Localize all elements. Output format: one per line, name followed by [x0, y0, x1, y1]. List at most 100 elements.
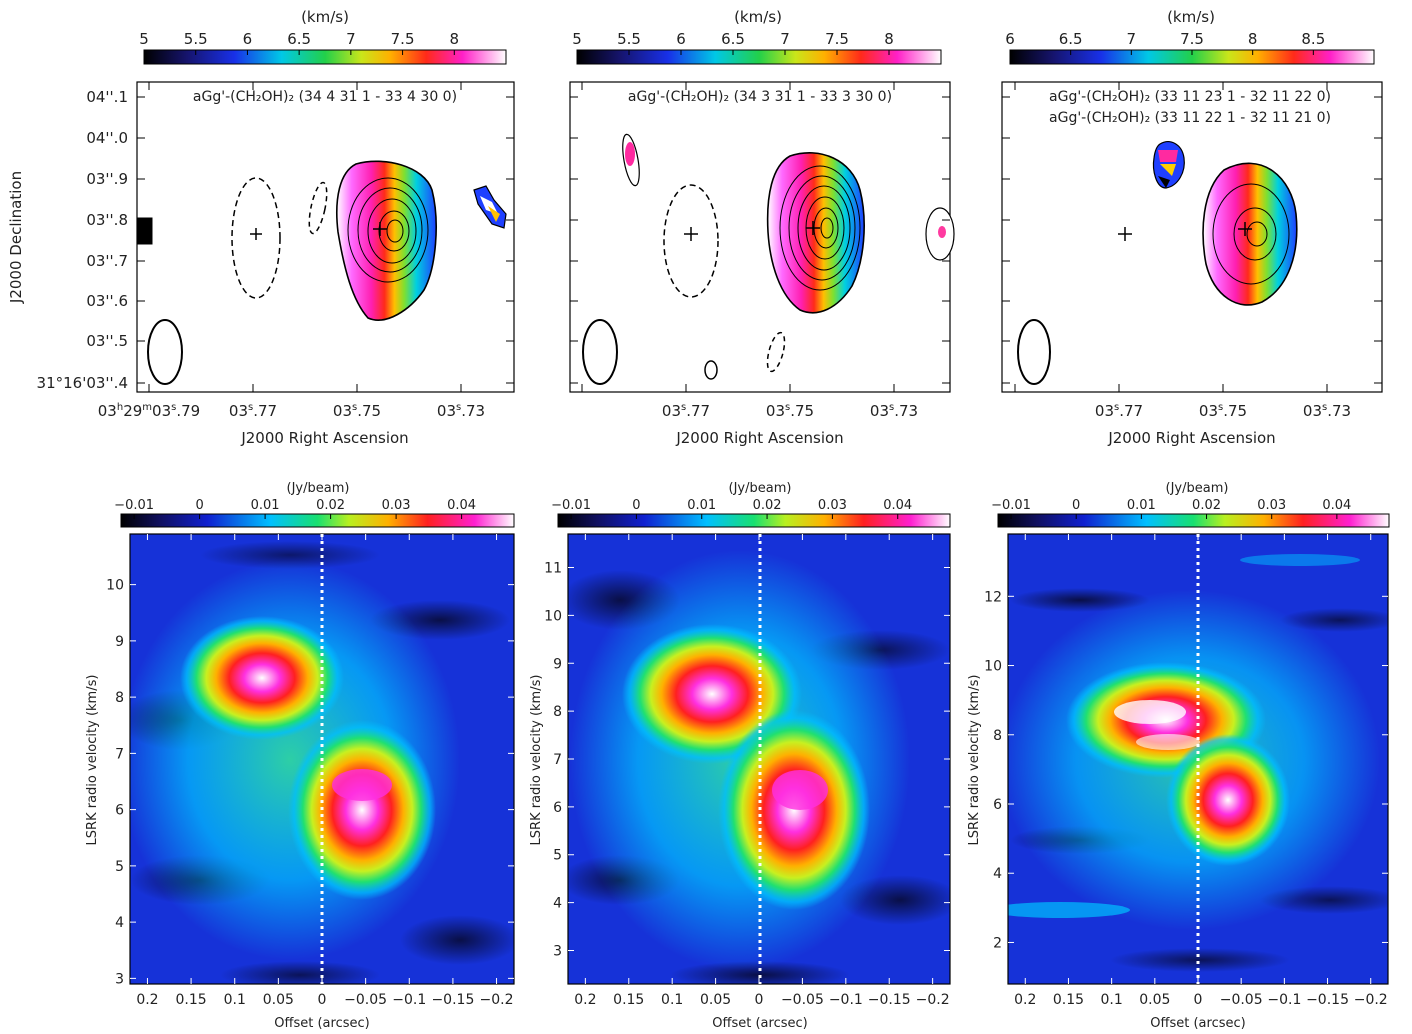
colorbar-tick-label: −0.01: [114, 498, 154, 513]
x-axis-label: J2000 Right Ascension: [240, 429, 408, 447]
velocity-map-top-middle: aGg'-(CH₂OH)₂ (34 3 31 1 - 33 3 30 0): [582, 89, 955, 385]
intensity-colorbar: [997, 513, 1390, 528]
colorbar-tick-label: 6: [243, 30, 253, 48]
beam-ellipse: [147, 319, 183, 385]
colorbar-tick-label: 0: [195, 498, 203, 513]
x-axis-label: J2000 Right Ascension: [1107, 429, 1275, 447]
negative-contour: [231, 177, 281, 299]
emission-core: [336, 160, 437, 321]
y-tick-label: 6: [115, 803, 124, 819]
y-tick-label: 5: [115, 859, 124, 875]
colorbar-tick-label: 7.5: [391, 30, 415, 48]
x-tick-label: −0.2: [480, 992, 514, 1008]
x-tick-label: −0.1: [829, 992, 863, 1008]
contour: [788, 175, 856, 281]
velocity-map-top-left: aGg'-(CH₂OH)₂ (34 4 31 1 - 33 4 30 0): [137, 89, 507, 385]
colorbar-tick-label: 6.5: [1059, 30, 1083, 48]
y-tick-label: 5: [553, 848, 562, 864]
x-axis-label: Offset (arcsec): [274, 1016, 369, 1031]
velocity-colorbar: [576, 49, 942, 65]
colorbar-tick-label: 0: [632, 498, 640, 513]
x-tick-label: −0.2: [1354, 992, 1388, 1008]
colorbar-tick-label: 5: [139, 30, 149, 48]
y-tick-label: 04''.1: [86, 88, 128, 106]
x-axis-label: J2000 Right Ascension: [675, 429, 843, 447]
colorbar-unit-label: (km/s): [1167, 8, 1215, 26]
y-tick-label: 4: [993, 866, 1002, 882]
x-tick-label: 0: [318, 992, 327, 1008]
x-tick-label: −0.15: [1306, 992, 1349, 1008]
y-tick-label: 7: [115, 746, 124, 762]
contour: [1212, 183, 1290, 285]
negative-contour: [766, 331, 786, 373]
y-tick-label: 03''.5: [86, 332, 128, 350]
x-tick-label: 0.2: [1014, 992, 1036, 1008]
colorbar-unit-label: (Jy/beam): [1166, 481, 1229, 496]
x-tick-label: 0.15: [1053, 992, 1084, 1008]
x-tick-label: −0.15: [431, 992, 474, 1008]
colorbar-tick-label: 0.01: [1127, 498, 1156, 513]
source-position-marker: [1118, 222, 1252, 241]
x-tick-label: −0.15: [868, 992, 911, 1008]
y-tick-label: 8: [993, 728, 1002, 744]
x-tick-label: −0.05: [781, 992, 824, 1008]
x-axis-label: Offset (arcsec): [712, 1016, 807, 1031]
intensity-colorbar: [557, 513, 951, 528]
plot-frame-top-middle: [569, 81, 951, 393]
contour: [1246, 221, 1268, 247]
y-tick-label: 10: [106, 578, 124, 594]
colorbar-tick-label: 6.5: [721, 30, 745, 48]
pv-diagram-bottom-left: [130, 534, 514, 984]
colorbar-tick-label: 7.5: [1180, 30, 1204, 48]
colorbar-tick-label: 7: [780, 30, 790, 48]
y-tick-label: 03''.6: [86, 292, 128, 310]
negative-contour: [663, 184, 719, 298]
pv-diagram-bottom-middle: [568, 534, 950, 984]
contour: [1233, 207, 1277, 261]
colorbar-tick-label: 7: [1127, 30, 1137, 48]
x-tick-label: 03h29m03s.79: [98, 402, 200, 420]
x-tick-label: 0.1: [661, 992, 683, 1008]
x-tick-label: 0.05: [700, 992, 731, 1008]
y-axis-label: LSRK radio velocity (km/s): [967, 675, 982, 846]
x-tick-label: 0.15: [176, 992, 207, 1008]
x-tick-label: −0.1: [1267, 992, 1301, 1008]
colorbar-tick-label: 5: [572, 30, 582, 48]
x-tick-label: 0.05: [1139, 992, 1170, 1008]
x-tick-label: 03s.75: [766, 402, 814, 420]
contour: [820, 217, 834, 239]
y-tick-label: 2: [993, 935, 1002, 951]
y-tick-label: 3: [553, 943, 562, 959]
transition-label: aGg'-(CH₂OH)₂ (34 3 31 1 - 33 3 30 0): [628, 89, 892, 105]
contour: [386, 219, 404, 243]
colorbar-tick-label: 0.02: [753, 498, 782, 513]
colorbar-tick-label: 0.02: [1192, 498, 1221, 513]
contour: [378, 210, 410, 252]
colorbar-unit-label: (Jy/beam): [287, 481, 350, 496]
x-tick-label: −0.05: [1220, 992, 1263, 1008]
x-tick-label: 03s.73: [870, 402, 918, 420]
x-tick-label: 03s.75: [1199, 402, 1247, 420]
colorbar-unit-label: (km/s): [301, 8, 349, 26]
plot-frame-top-right: [1001, 81, 1383, 393]
intensity-colorbar: [120, 513, 515, 528]
transition-label: aGg'-(CH₂OH)₂ (34 4 31 1 - 33 4 30 0): [193, 89, 457, 105]
contour: [797, 185, 851, 271]
colorbar-tick-label: 5.5: [184, 30, 208, 48]
x-tick-label: 0.1: [1101, 992, 1123, 1008]
y-tick-label: 3: [115, 971, 124, 987]
x-tick-label: 0.05: [263, 992, 294, 1008]
y-tick-label: 03''.9: [86, 170, 128, 188]
contour: [779, 165, 861, 291]
y-tick-label: 4: [115, 915, 124, 931]
colorbar-tick-label: −0.01: [551, 498, 591, 513]
colorbar-tick-label: 5.5: [617, 30, 641, 48]
contour: [357, 187, 423, 273]
y-tick-label: 11: [544, 561, 562, 577]
x-tick-label: 03s.77: [1095, 402, 1143, 420]
y-tick-label: 10: [984, 659, 1002, 675]
y-tick-label: 8: [553, 704, 562, 720]
source-position-marker: [250, 222, 387, 240]
x-tick-label: 0.2: [574, 992, 596, 1008]
